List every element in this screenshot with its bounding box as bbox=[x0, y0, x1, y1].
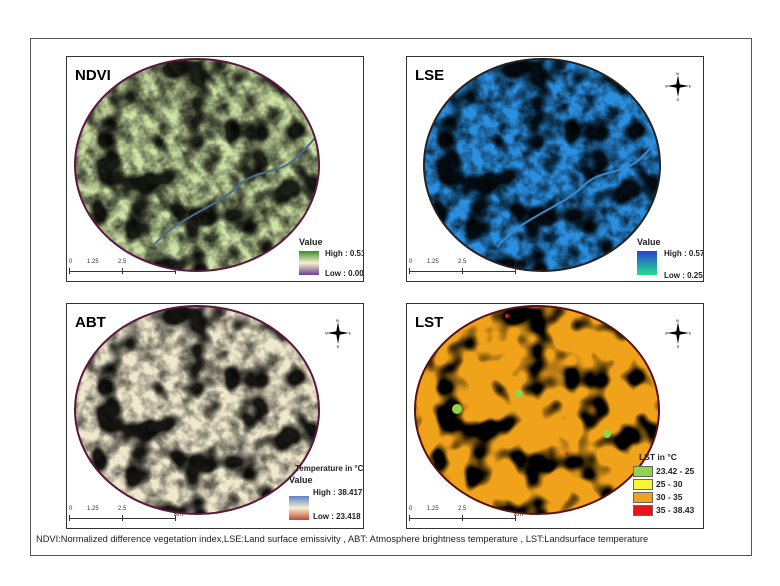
scale-tick-label: 2.5 bbox=[118, 259, 127, 265]
lst-class-label: 30 - 35 bbox=[656, 492, 683, 502]
north-arrow-icon: N S E W bbox=[325, 318, 351, 348]
scale-bar: 0 1.25 2.5 5 Km bbox=[409, 506, 523, 524]
scale-tick-label: 0 bbox=[69, 259, 73, 265]
scale-tick-label: 0 bbox=[69, 506, 73, 512]
ndvi-color-ramp bbox=[299, 251, 319, 275]
svg-text:S: S bbox=[677, 344, 680, 348]
lst-class-label: 23.42 - 25 bbox=[656, 466, 695, 476]
lse-legend: Value High : 0.574 Low : 0.252 bbox=[637, 237, 704, 281]
scale-tick-label: 1.25 bbox=[87, 506, 99, 512]
lse-low-label: Low : 0.252 bbox=[664, 271, 704, 280]
lst-class-swatch bbox=[633, 466, 653, 478]
lst-class-swatch bbox=[633, 492, 653, 504]
lst-legend: LST in °C 23.42 - 25 25 - 30 30 - 35 35 … bbox=[633, 452, 703, 517]
abt-low-label: Low : 23.418 bbox=[313, 512, 361, 521]
scale-bar: 0 1.25 2.5 5 Km bbox=[69, 259, 183, 277]
scale-tick-label: 2.5 bbox=[458, 506, 467, 512]
figure-frame bbox=[30, 38, 752, 556]
abt-color-ramp bbox=[289, 496, 309, 520]
svg-text:W: W bbox=[325, 331, 328, 336]
lst-class-label: 35 - 38.43 bbox=[656, 505, 695, 515]
scale-tick-label: 5 Km bbox=[514, 506, 523, 518]
abt-title: ABT bbox=[75, 314, 106, 331]
scale-tick-label: 1.25 bbox=[427, 506, 439, 512]
lse-legend-title: Value bbox=[637, 237, 661, 247]
scale-tick-label: 1.25 bbox=[427, 259, 439, 265]
north-arrow-icon: N S E W bbox=[665, 318, 691, 348]
lst-legend-title: LST in °C bbox=[639, 452, 677, 462]
lst-class-swatch bbox=[633, 505, 653, 517]
lst-map-panel: LST N S E W LST in °C 23.42 - 25 25 - 30 30… bbox=[406, 303, 704, 529]
svg-text:N: N bbox=[336, 318, 339, 323]
svg-text:E: E bbox=[349, 331, 351, 336]
scale-tick-label: 0 bbox=[409, 506, 413, 512]
scale-tick-label: 1.25 bbox=[87, 259, 99, 265]
scale-tick-label: 5 Km bbox=[174, 259, 183, 271]
ndvi-low-label: Low : 0.004 bbox=[325, 269, 364, 278]
svg-text:N: N bbox=[676, 71, 679, 76]
lst-class-row: 23.42 - 25 bbox=[633, 465, 703, 478]
svg-text:E: E bbox=[689, 84, 691, 89]
svg-text:E: E bbox=[689, 331, 691, 336]
ndvi-map-panel: NDVI Value High : 0.515 Low : 0.004 0 1.2… bbox=[66, 56, 364, 282]
svg-text:N: N bbox=[676, 318, 679, 323]
svg-text:W: W bbox=[665, 84, 668, 89]
scale-tick-label: 5 Km bbox=[514, 259, 523, 271]
ndvi-legend-title: Value bbox=[299, 237, 323, 247]
lst-class-row: 35 - 38.43 bbox=[633, 504, 703, 517]
ndvi-legend: Value High : 0.515 Low : 0.004 bbox=[299, 237, 364, 281]
lst-class-row: 25 - 30 bbox=[633, 478, 703, 491]
north-arrow-icon: N S E W bbox=[665, 71, 691, 101]
scale-tick-label: 2.5 bbox=[118, 506, 127, 512]
lst-map bbox=[414, 305, 660, 515]
scale-tick-label: 0 bbox=[409, 259, 413, 265]
svg-text:S: S bbox=[337, 344, 340, 348]
scale-tick-label: 2.5 bbox=[458, 259, 467, 265]
abt-legend: Temperature in °C Value High : 38.417 Lo… bbox=[281, 464, 364, 526]
svg-text:W: W bbox=[665, 331, 668, 336]
figure-caption: NDVI:Normalized difference vegetation in… bbox=[36, 534, 649, 544]
ndvi-map bbox=[74, 58, 320, 272]
abt-legend-heading: Temperature in °C bbox=[295, 464, 364, 473]
lst-class-label: 25 - 30 bbox=[656, 479, 683, 489]
lse-title: LSE bbox=[415, 67, 445, 84]
lst-class-swatch bbox=[633, 479, 653, 491]
svg-text:S: S bbox=[677, 97, 680, 101]
scale-bar: 0 1.25 2.5 5 Km bbox=[409, 259, 523, 277]
lse-map-panel: LSE NSEW Value High : 0.574 Low : 0.252 … bbox=[406, 56, 704, 282]
scale-tick-label: 5 Km bbox=[174, 506, 183, 518]
lse-color-ramp bbox=[637, 251, 657, 275]
scale-bar: 0 1.25 2.5 5 Km bbox=[69, 506, 183, 524]
ndvi-title: NDVI bbox=[75, 67, 111, 84]
ndvi-high-label: High : 0.515 bbox=[325, 249, 363, 258]
lst-class-row: 30 - 35 bbox=[633, 491, 703, 504]
abt-high-label: High : 38.417 bbox=[313, 488, 363, 497]
lse-high-label: High : 0.574 bbox=[664, 249, 703, 258]
abt-map-panel: ABT N S E W Temperature in °C Value High : … bbox=[66, 303, 364, 529]
abt-map bbox=[74, 305, 320, 515]
abt-legend-title: Value bbox=[289, 475, 313, 485]
lse-map bbox=[423, 58, 661, 272]
lst-title: LST bbox=[415, 314, 444, 331]
